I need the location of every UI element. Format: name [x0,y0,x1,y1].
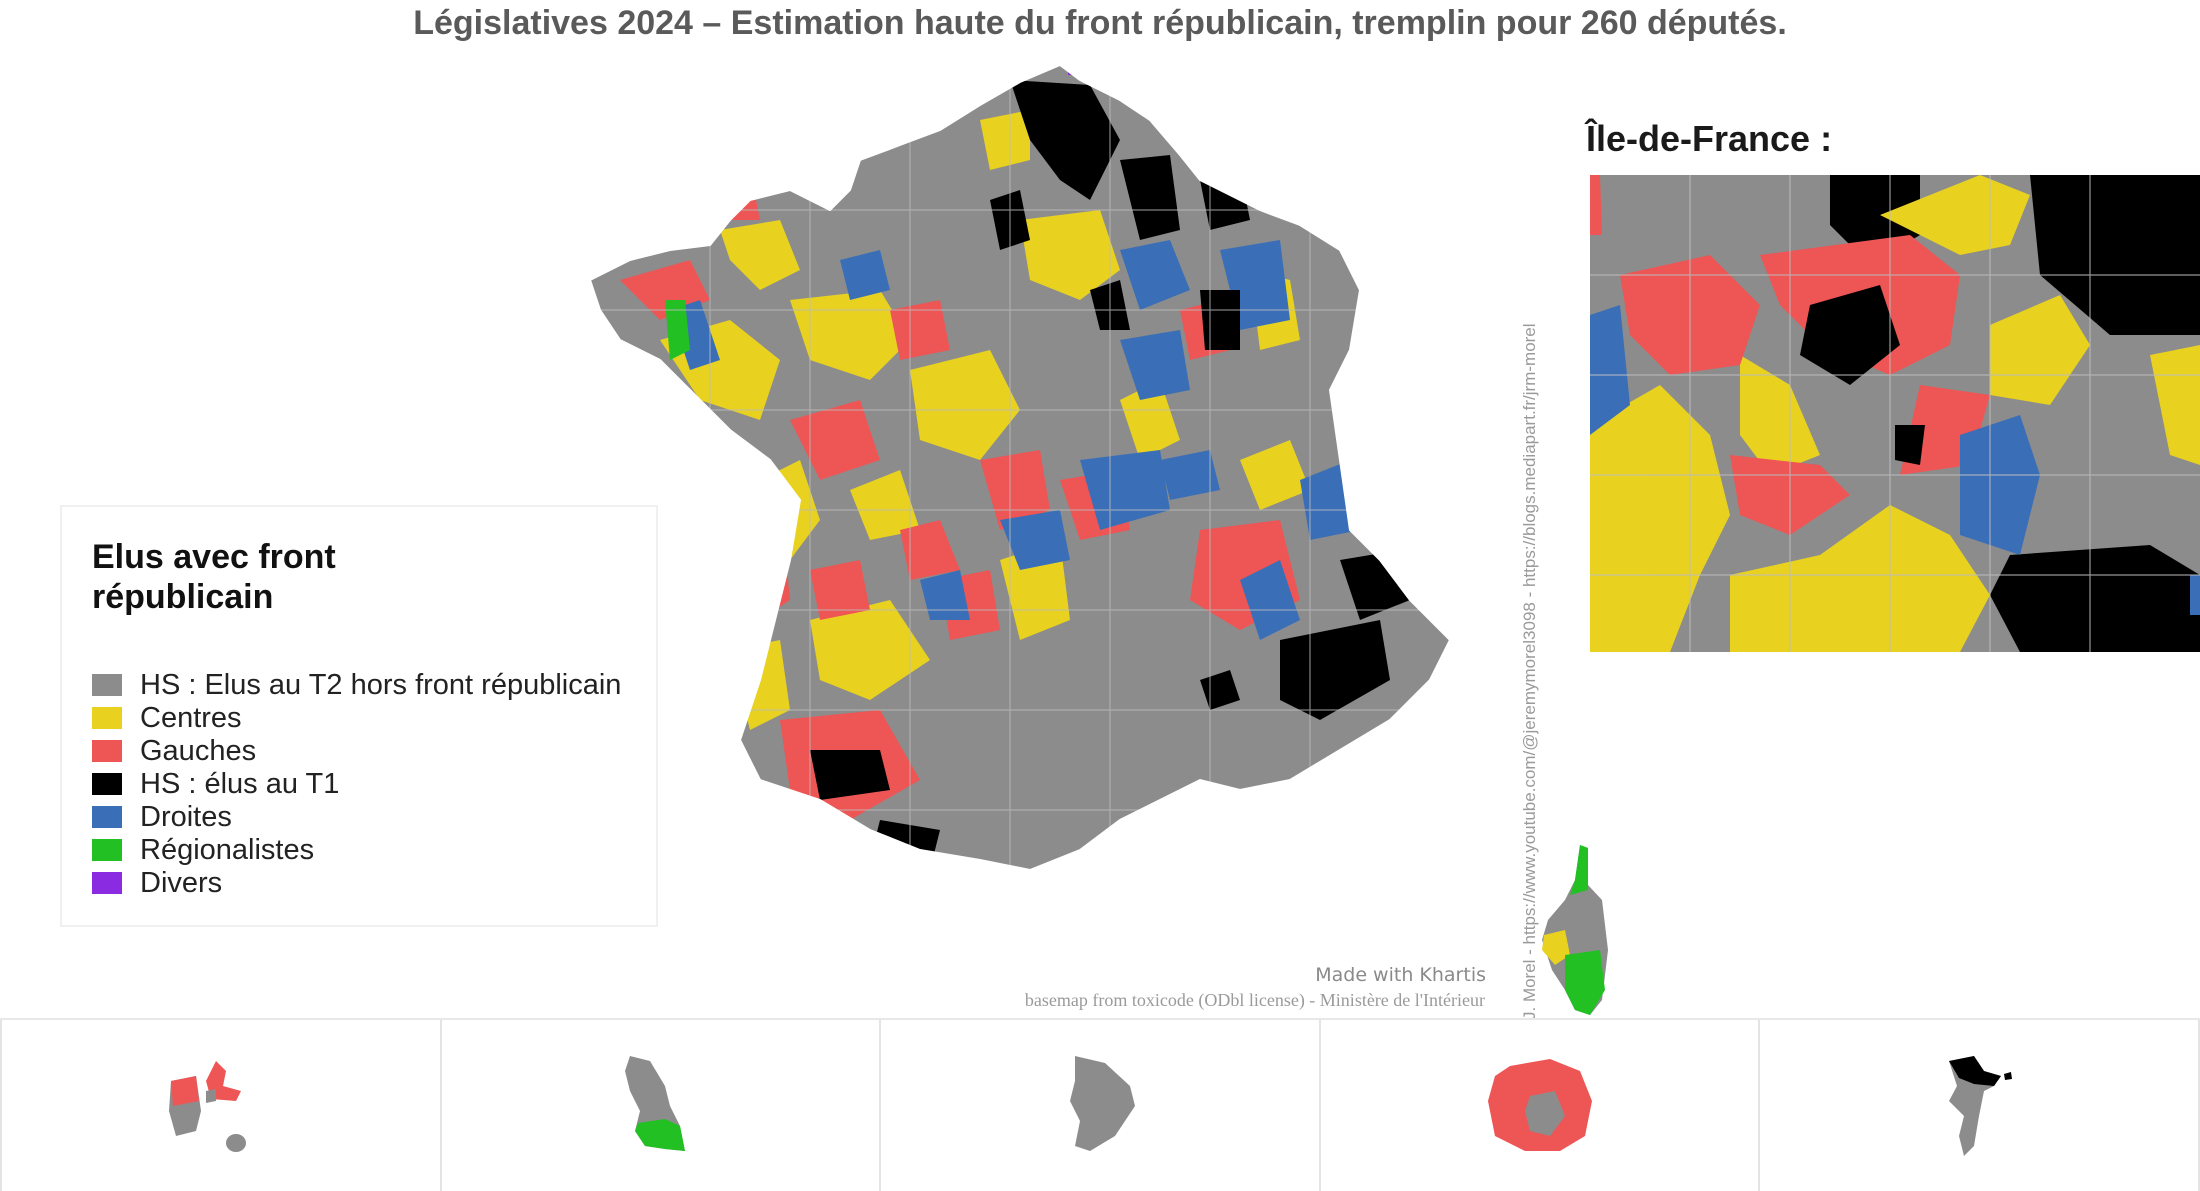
made-with-credit: Made with Khartis [1315,964,1486,986]
guadeloupe-box [0,1020,442,1191]
legend-label: Droites [140,800,232,833]
legend-label: HS : élus au T1 [140,767,340,800]
guyane-box [881,1020,1321,1191]
legend-label: HS : Elus au T2 hors front républicain [140,668,622,701]
legend-item: Centres [92,702,242,734]
reunion-box [1321,1020,1761,1191]
legend-swatch-red [92,740,122,762]
legend-label: Divers [140,866,223,899]
legend-swatch-gray [92,674,122,696]
legend-swatch-yellow [92,707,122,729]
idf-title: Île-de-France : [1586,118,1833,159]
legend-item: Droites [92,801,232,833]
mayotte-box [1760,1020,2200,1191]
legend-item: HS : élus au T1 [92,768,339,800]
legend-title: Elus avec front républicain [92,538,336,616]
legend-item: Divers [92,867,222,899]
reunion-map [1487,1058,1592,1151]
legend: Elus avec front républicain HS : Elus au… [60,505,658,927]
legend-item: HS : Elus au T2 hors front républicain [92,669,621,701]
guadeloupe-map [168,1060,246,1152]
legend-swatch-violet [92,872,122,894]
mayotte-map [1949,1055,2013,1156]
martinique-box [442,1020,882,1191]
legend-item: Gauches [92,735,256,767]
legend-swatch-green [92,839,122,861]
legend-item: Régionalistes [92,834,314,866]
overseas-territories-strip [0,1018,2200,1191]
martinique-map [625,1055,686,1151]
guyane-map [1069,1055,1135,1151]
legend-label: Gauches [140,734,257,767]
legend-label: Centres [140,701,242,734]
mainland-france-map [588,63,1452,872]
legend-swatch-black [92,773,122,795]
map-title: Législatives 2024 – Estimation haute du … [413,4,1787,42]
legend-swatch-blue [92,806,122,828]
corsica-map [1542,845,1608,1015]
basemap-credit: basemap from toxicode (ODbl license) - M… [1024,990,1485,1010]
ile-de-france-inset-map [1590,175,2200,652]
legend-label: Régionalistes [140,833,315,866]
